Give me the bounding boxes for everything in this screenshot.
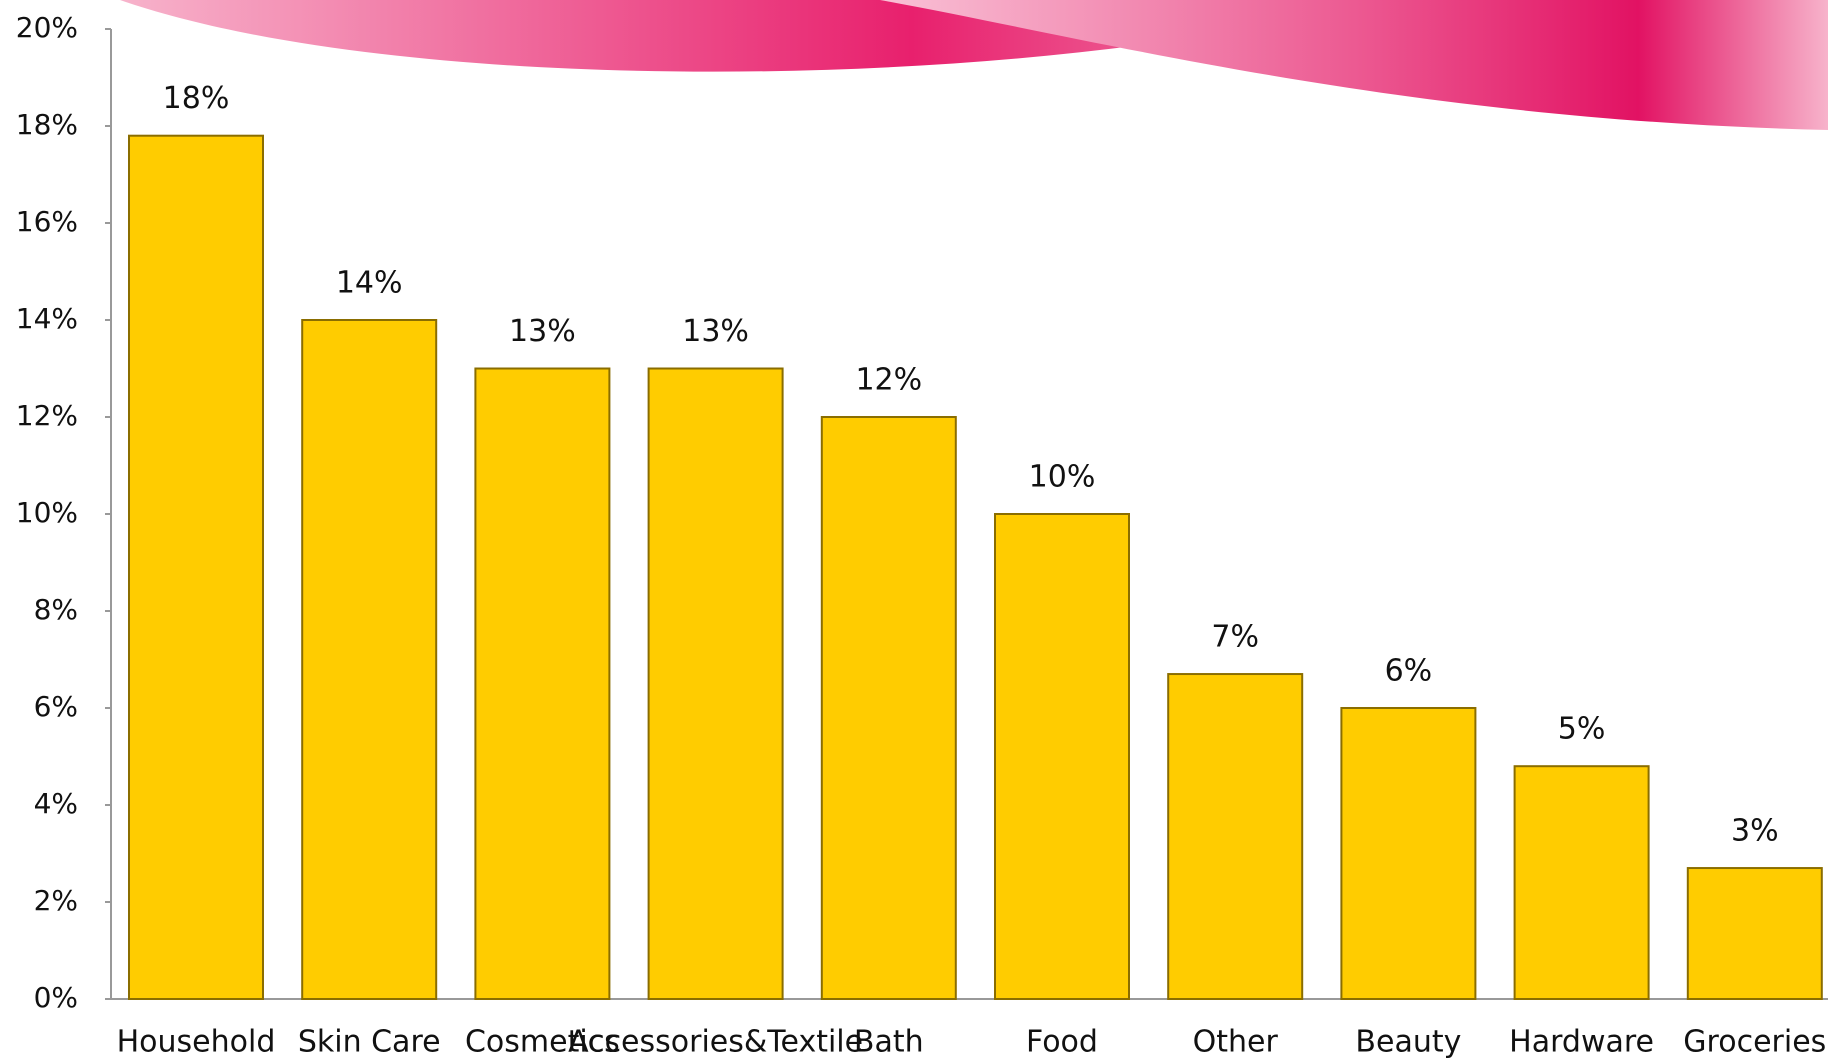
bar [647,367,784,1000]
y-tick-label: 6% [34,690,78,723]
bar [994,513,1130,1000]
bar [1513,765,1650,1001]
value-label: 12% [855,363,922,398]
value-label: 3% [1731,814,1779,849]
y-tick-label: 18% [16,108,78,141]
value-label: 18% [163,81,230,116]
bar [1686,867,1823,1000]
x-tick-label: Cosmetics [465,1025,620,1060]
x-tick-label: Hardware [1509,1025,1654,1060]
x-tick-label: Accessories&Textile [568,1025,863,1060]
value-label: 5% [1558,712,1606,747]
bar [1167,673,1304,1000]
value-label: 13% [509,314,576,349]
x-tick-label: Skin Care [298,1025,441,1060]
x-tick-label: Bath [854,1025,924,1060]
y-tick-label: 20% [16,11,78,44]
value-label: 10% [1029,460,1096,495]
y-tick-label: 0% [34,981,78,1014]
x-tick-label: Groceries [1683,1025,1826,1060]
value-label: 13% [682,314,749,349]
y-tick-label: 14% [16,302,78,335]
x-tick-label: Other [1193,1025,1279,1060]
value-label: 7% [1211,620,1259,655]
x-tick-label: Household [117,1025,276,1060]
x-tick-label: Beauty [1355,1025,1461,1060]
value-label: 6% [1385,654,1433,689]
bar [820,416,957,1000]
y-tick-label: 4% [34,787,78,820]
bar [1340,707,1477,1000]
y-tick-label: 12% [16,399,78,432]
y-tick-label: 2% [34,884,78,917]
y-tick-label: 16% [16,205,78,238]
bar [474,367,611,1000]
decoration [880,0,1828,130]
bar [301,319,438,1000]
y-tick-label: 8% [34,593,78,626]
bar [128,134,264,1000]
x-tick-label: Food [1026,1025,1098,1060]
value-label: 14% [336,266,403,301]
y-tick-label: 10% [16,496,78,529]
